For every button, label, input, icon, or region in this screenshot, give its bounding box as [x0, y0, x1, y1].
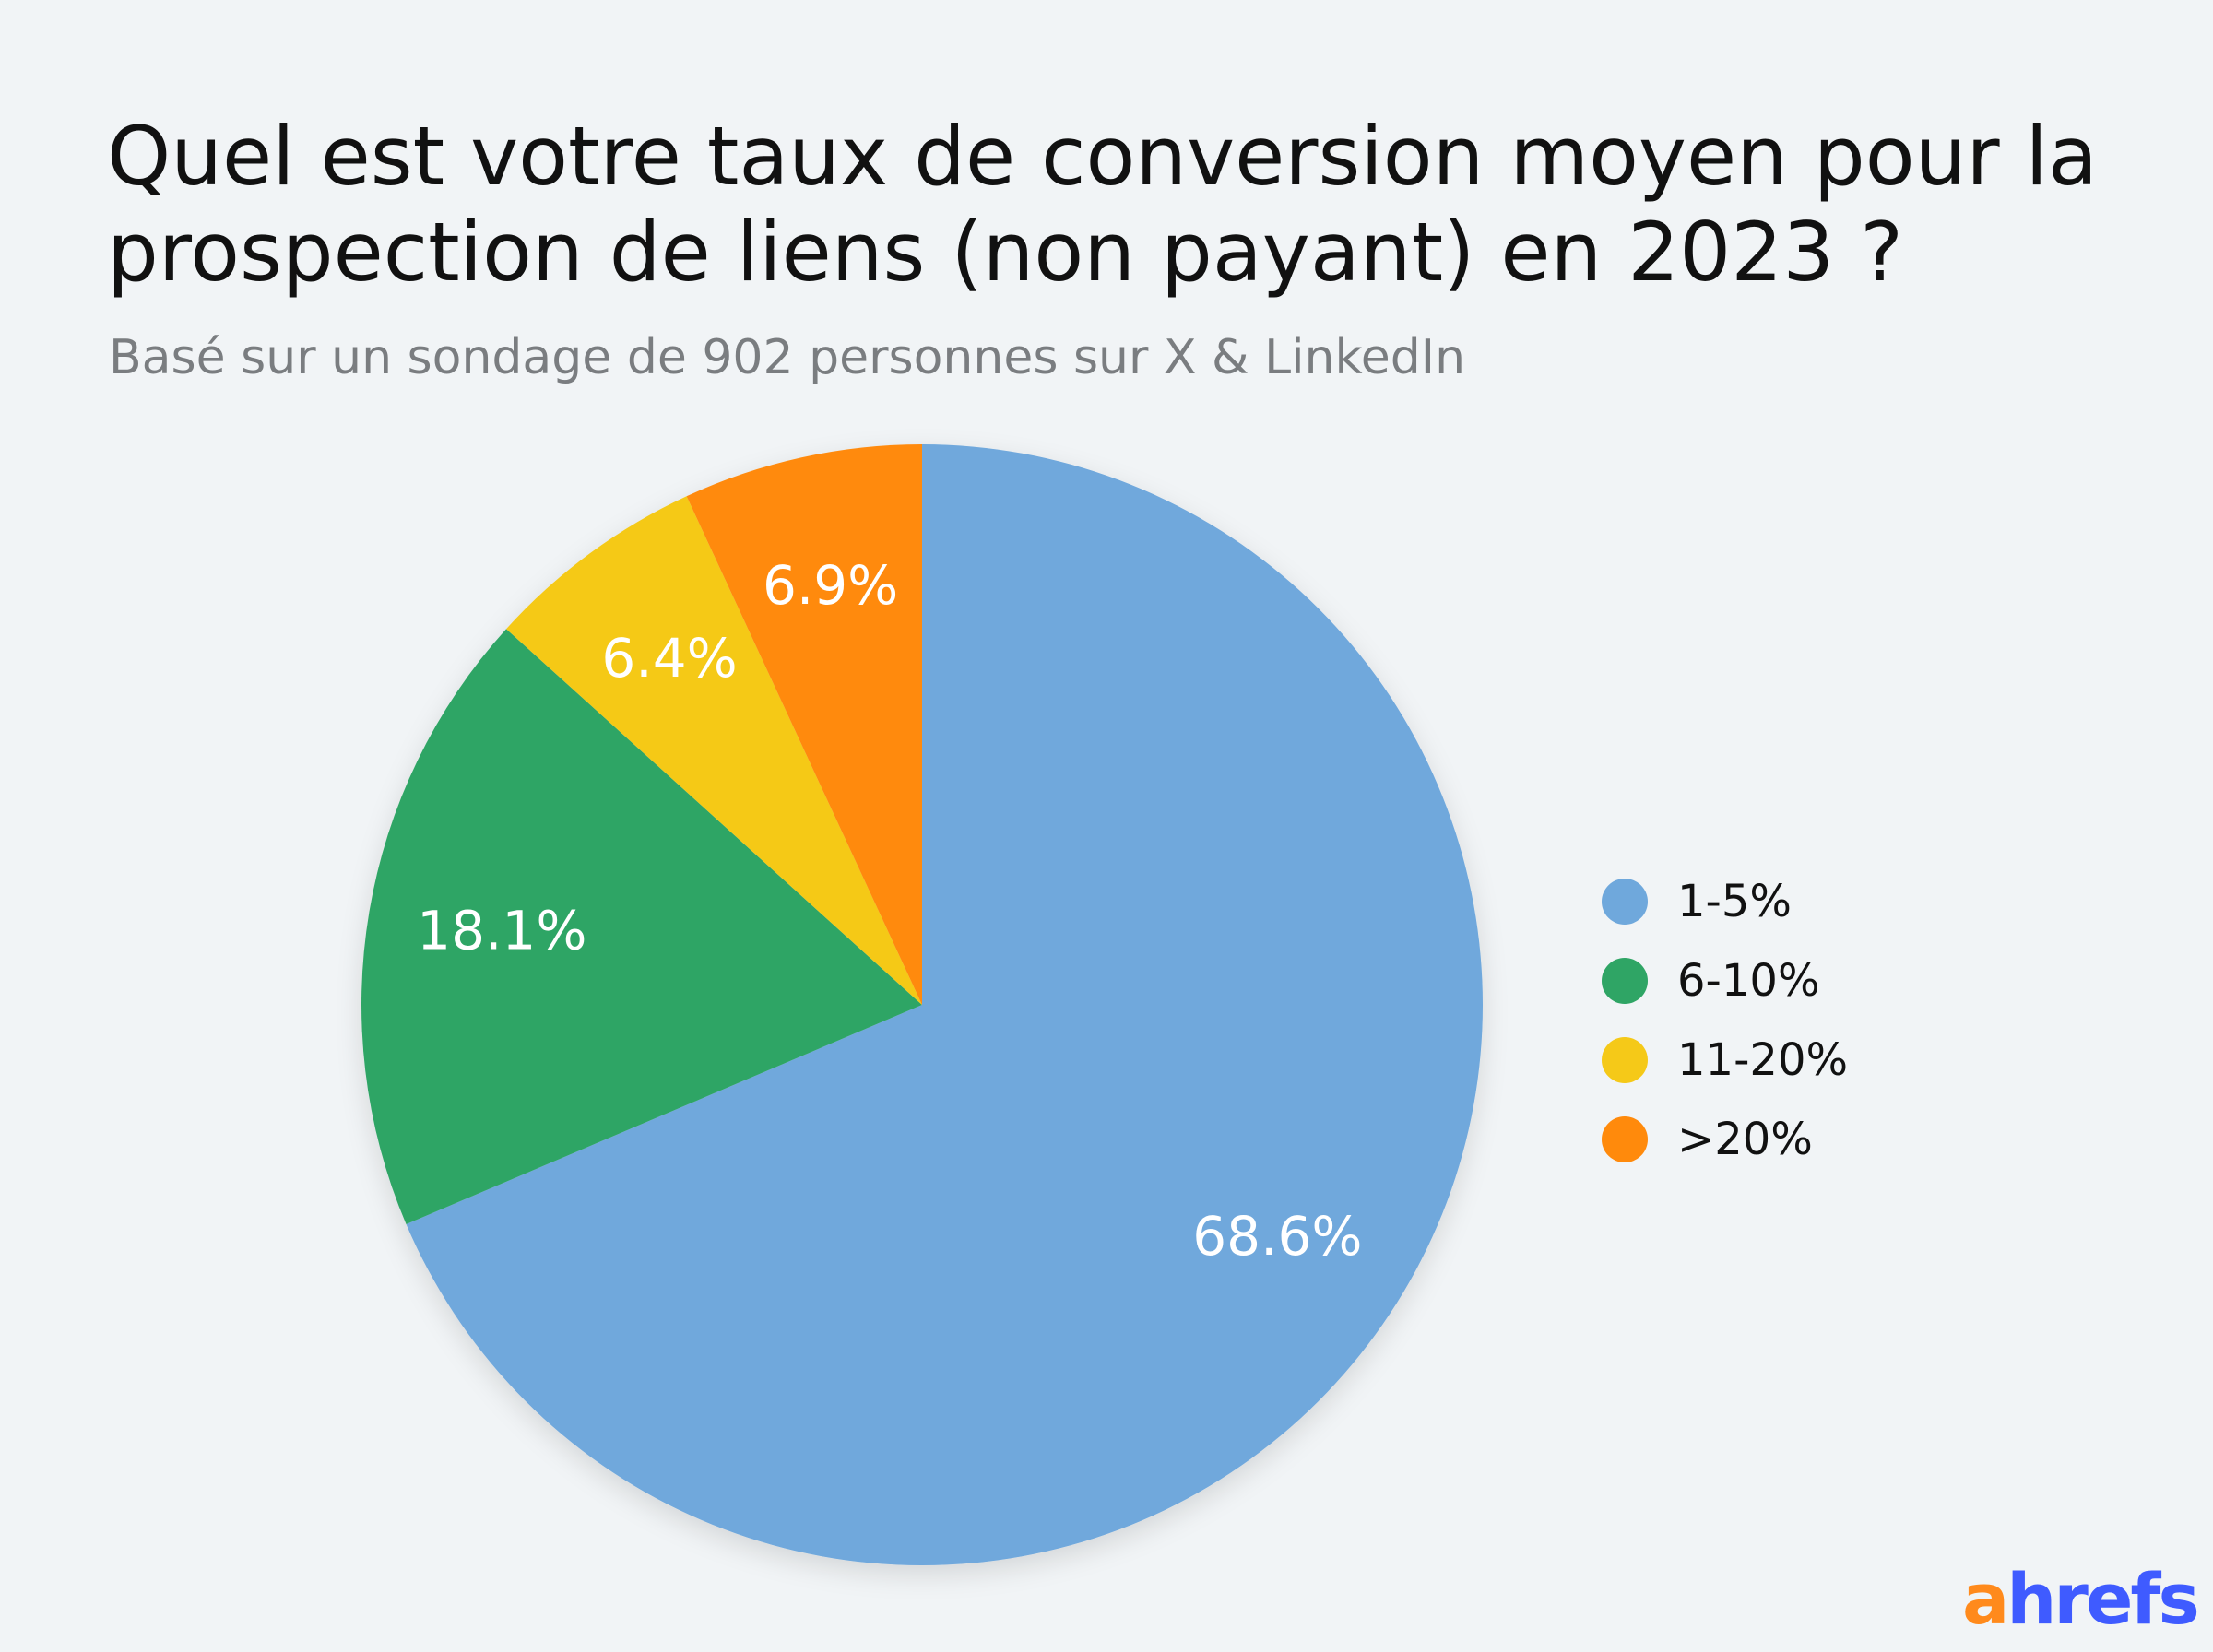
legend-swatch	[1602, 879, 1648, 925]
ahrefs-logo: ahrefs	[1962, 1558, 2200, 1640]
legend-item: >20%	[1602, 1100, 1848, 1179]
legend: 1-5% 6-10% 11-20% >20%	[1602, 862, 1848, 1179]
pie-slice-3	[506, 496, 922, 1005]
chart-title: Quel est votre taux de conversion moyen …	[107, 109, 2098, 300]
legend-swatch	[1602, 1037, 1648, 1083]
slice-label: 6.4%	[601, 627, 737, 690]
chart-subtitle: Basé sur un sondage de 902 personnes sur…	[109, 330, 1466, 385]
slice-label: 6.9%	[763, 554, 898, 617]
legend-label: 1-5%	[1677, 876, 1793, 927]
legend-swatch	[1602, 1116, 1648, 1162]
legend-label: 11-20%	[1677, 1034, 1849, 1086]
legend-item: 6-10%	[1602, 941, 1848, 1021]
pie-slice-4	[686, 444, 922, 1005]
legend-item: 1-5%	[1602, 862, 1848, 941]
legend-item: 11-20%	[1602, 1021, 1848, 1100]
slice-label: 18.1%	[417, 900, 586, 962]
legend-label: >20%	[1677, 1114, 1813, 1165]
slice-label: 68.6%	[1192, 1205, 1362, 1268]
legend-label: 6-10%	[1677, 955, 1820, 1007]
pie-slice-2	[361, 629, 922, 1224]
legend-swatch	[1602, 958, 1648, 1004]
pie-slice-1	[406, 444, 1484, 1565]
